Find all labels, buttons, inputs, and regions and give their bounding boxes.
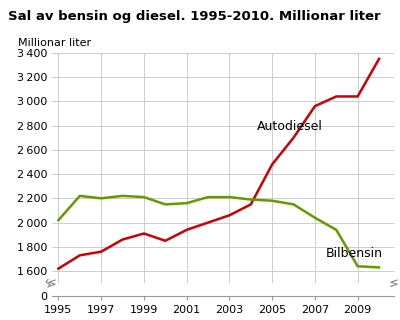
Text: Bilbensin: Bilbensin (326, 246, 382, 260)
Text: Autodiesel: Autodiesel (257, 120, 323, 133)
Text: Sal av bensin og diesel. 1995-2010. Millionar liter: Sal av bensin og diesel. 1995-2010. Mill… (8, 10, 381, 23)
Text: Millionar liter: Millionar liter (18, 38, 91, 48)
